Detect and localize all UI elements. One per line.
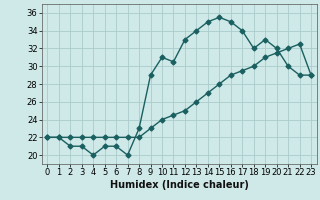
X-axis label: Humidex (Indice chaleur): Humidex (Indice chaleur) — [110, 180, 249, 190]
